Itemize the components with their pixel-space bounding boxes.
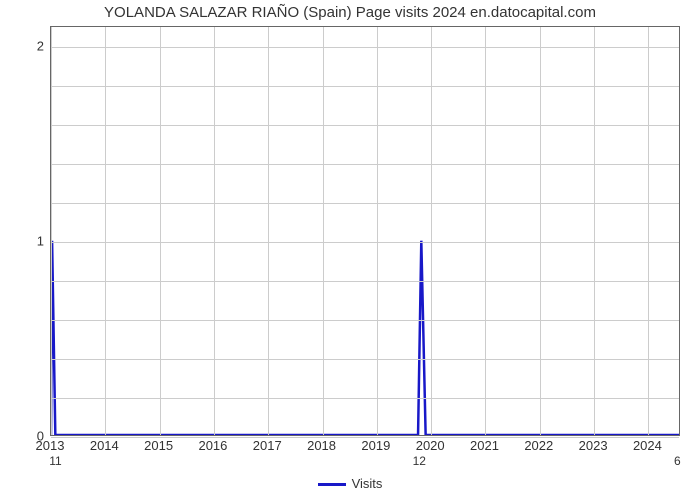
hgrid-line: [51, 359, 679, 360]
vgrid-line: [594, 27, 595, 435]
y-tick-label: 1: [0, 233, 44, 248]
legend-swatch: [318, 483, 346, 486]
hgrid-line: [51, 398, 679, 399]
vgrid-line: [160, 27, 161, 435]
x-tick-label: 2013: [36, 438, 65, 453]
vgrid-line: [485, 27, 486, 435]
chart-title: YOLANDA SALAZAR RIAÑO (Spain) Page visit…: [0, 4, 700, 21]
x-tick-label: 2016: [198, 438, 227, 453]
hgrid-line: [51, 203, 679, 204]
x-tick-label: 2015: [144, 438, 173, 453]
vgrid-line: [105, 27, 106, 435]
x-tick-label: 2020: [416, 438, 445, 453]
y-tick-label: 2: [0, 38, 44, 53]
hgrid-line: [51, 281, 679, 282]
line-series: [51, 27, 679, 435]
series-line: [51, 241, 679, 435]
value-label: 12: [413, 454, 426, 468]
vgrid-line: [540, 27, 541, 435]
x-tick-label: 2019: [361, 438, 390, 453]
vgrid-line: [214, 27, 215, 435]
x-tick-label: 2022: [524, 438, 553, 453]
hgrid-line: [51, 320, 679, 321]
hgrid-line: [51, 125, 679, 126]
value-label: 6: [674, 454, 681, 468]
visits-chart: YOLANDA SALAZAR RIAÑO (Spain) Page visit…: [0, 0, 700, 500]
hgrid-line: [51, 242, 679, 243]
vgrid-line: [431, 27, 432, 435]
vgrid-line: [648, 27, 649, 435]
vgrid-line: [377, 27, 378, 435]
hgrid-line: [51, 47, 679, 48]
legend-label: Visits: [352, 476, 383, 491]
x-tick-label: 2018: [307, 438, 336, 453]
plot-area: [50, 26, 680, 436]
x-tick-label: 2017: [253, 438, 282, 453]
x-tick-label: 2014: [90, 438, 119, 453]
x-tick-label: 2024: [633, 438, 662, 453]
legend: Visits: [0, 476, 700, 491]
value-label: 11: [49, 454, 61, 468]
hgrid-line: [51, 164, 679, 165]
x-tick-label: 2021: [470, 438, 499, 453]
vgrid-line: [51, 27, 52, 435]
hgrid-line: [51, 86, 679, 87]
x-tick-label: 2023: [579, 438, 608, 453]
vgrid-line: [268, 27, 269, 435]
vgrid-line: [323, 27, 324, 435]
